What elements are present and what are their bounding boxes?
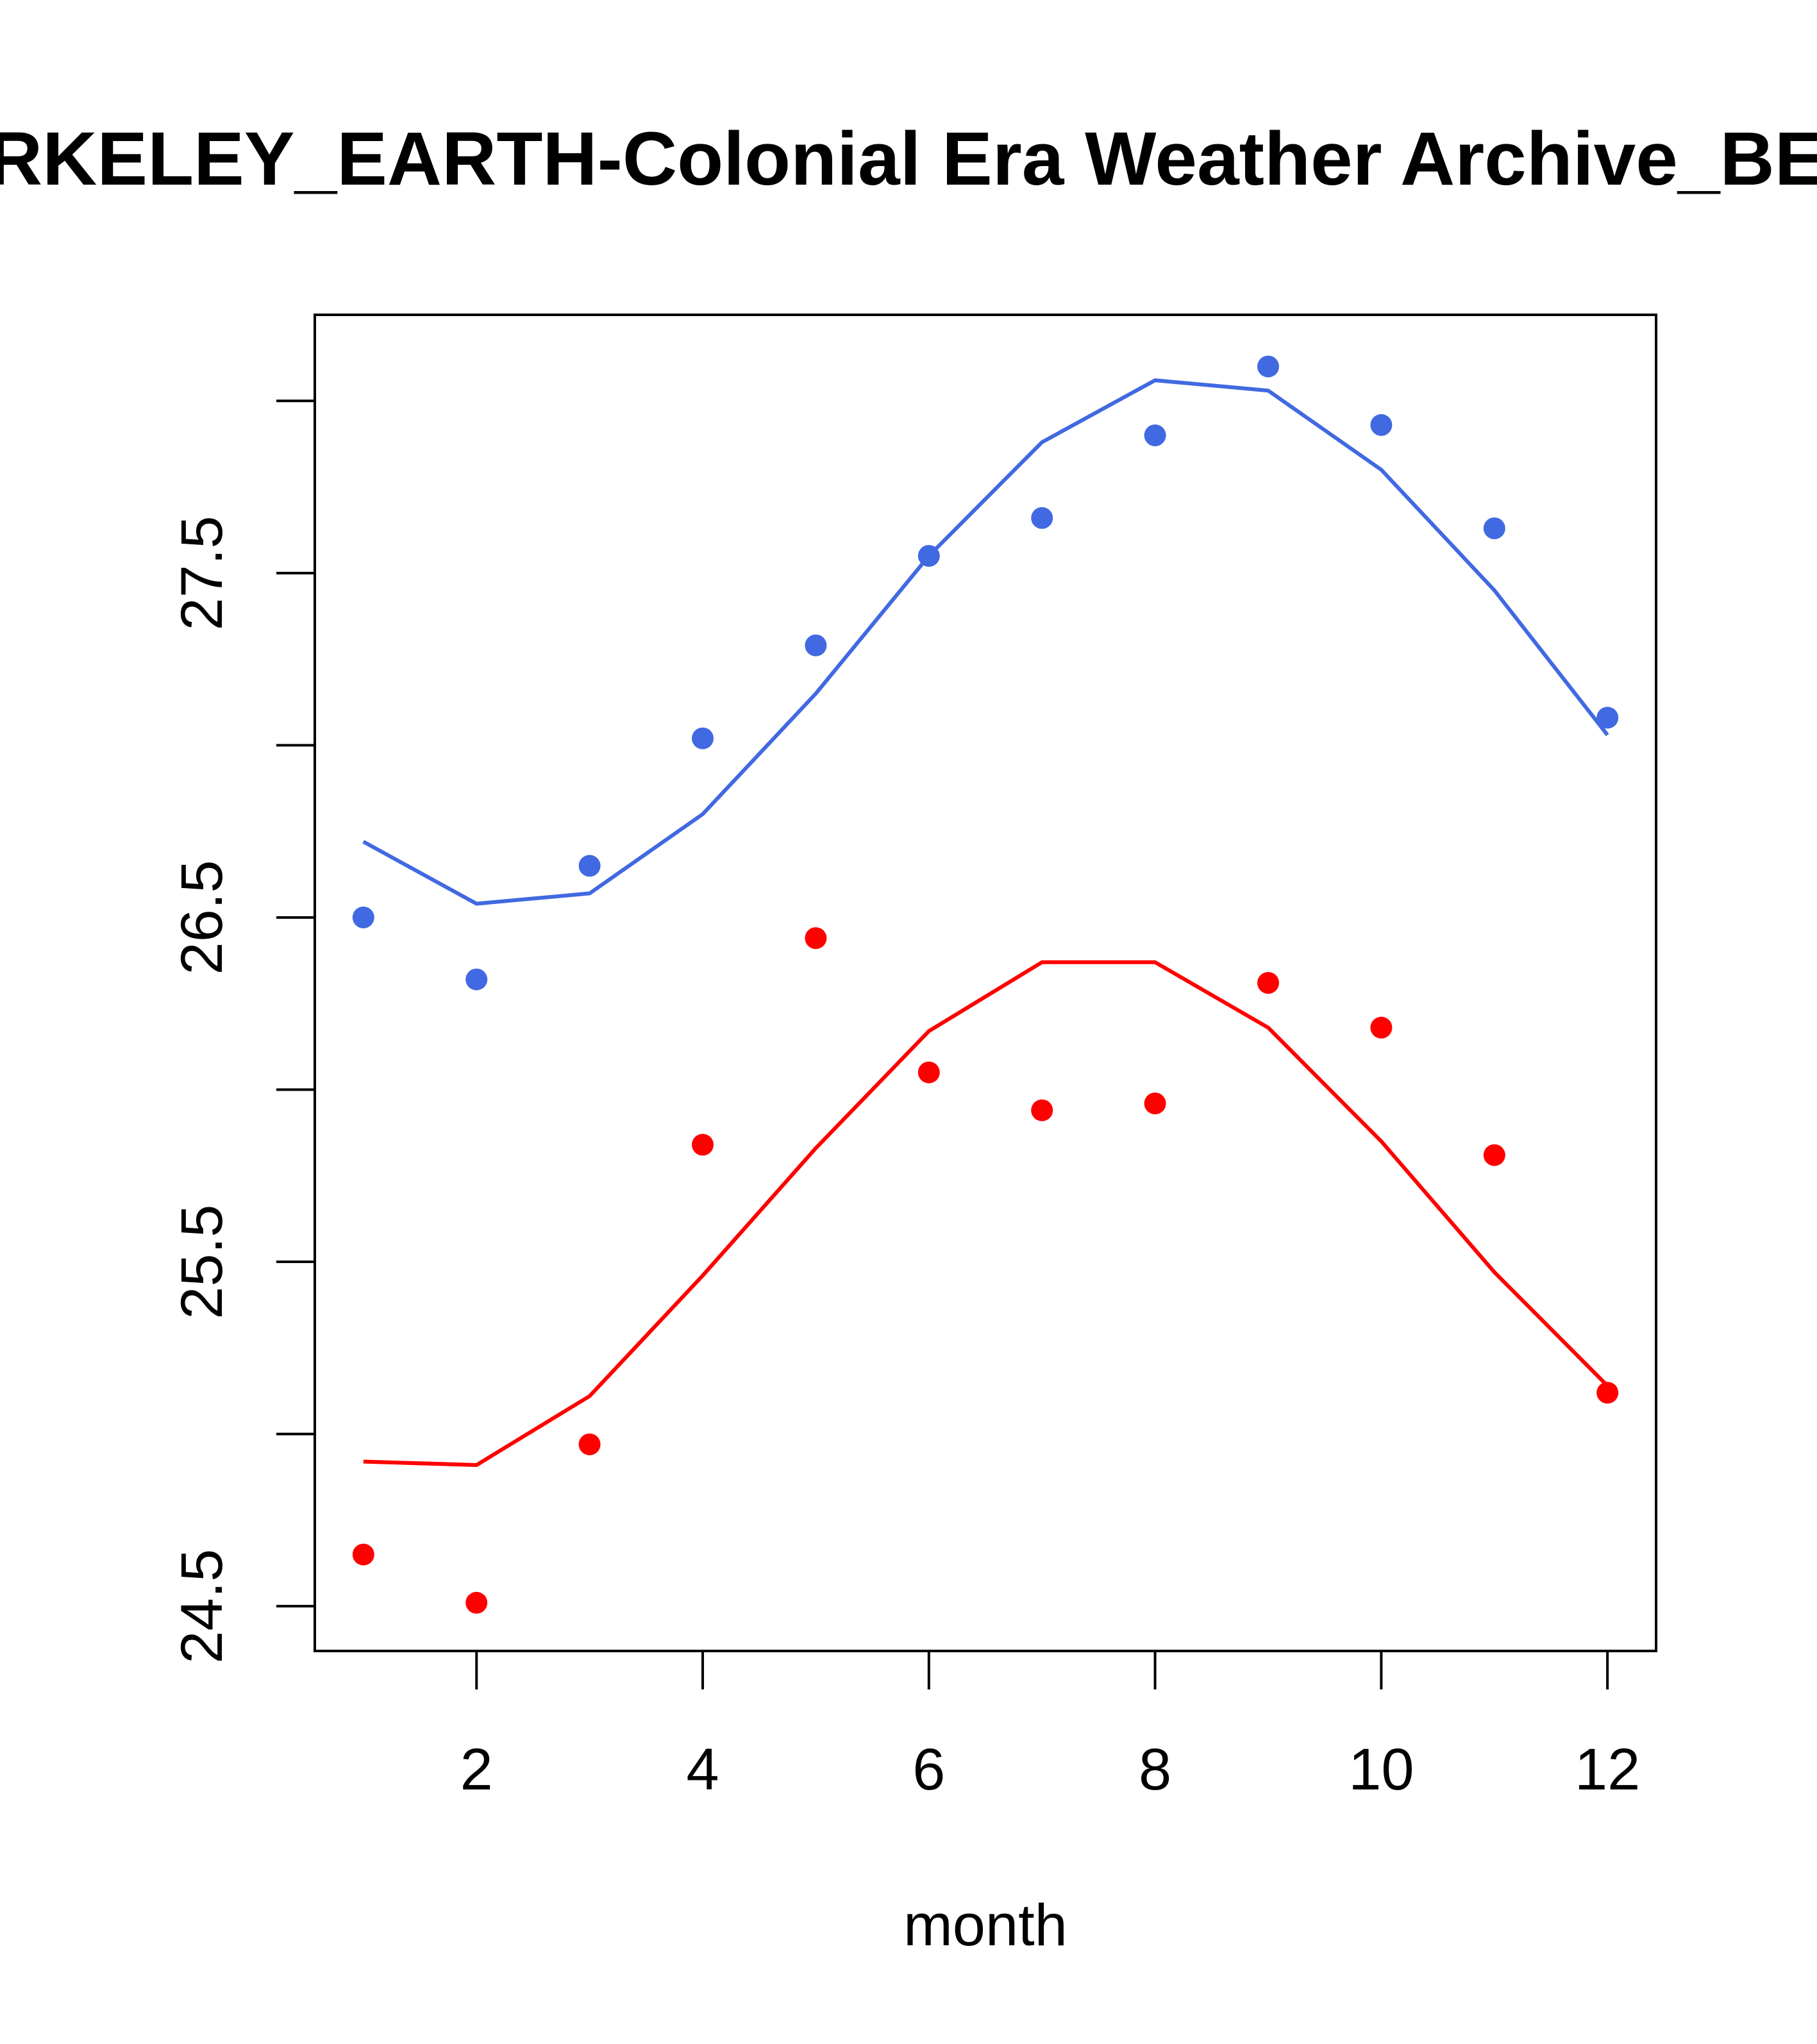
series-1-point xyxy=(1370,414,1393,436)
x-tick-label: 10 xyxy=(1348,1737,1414,1802)
series-2-point xyxy=(578,1433,601,1455)
series-2-point xyxy=(352,1543,374,1566)
x-tick-label: 6 xyxy=(912,1737,945,1802)
x-axis: 2 4 6 8 10 12 xyxy=(460,1650,1640,1802)
x-axis-label: month xyxy=(903,1893,1068,1958)
series-1-line xyxy=(362,378,1609,906)
series-1-point xyxy=(578,855,601,877)
series-1-point xyxy=(692,727,714,750)
series-1-point xyxy=(917,545,940,567)
series-2-point xyxy=(1596,1382,1619,1404)
series-1-point xyxy=(1144,424,1166,446)
series-2-point xyxy=(1370,1016,1393,1039)
series-1-point xyxy=(1483,517,1505,539)
chart-title: BERKELEY_EARTH-Colonial Era Weather Arch… xyxy=(0,117,1817,201)
series-2-point xyxy=(692,1134,714,1156)
plot-frame xyxy=(314,314,1657,1652)
y-tick-label: 27.5 xyxy=(169,515,235,630)
x-tick-label: 2 xyxy=(460,1737,493,1802)
y-tick-label: 24.5 xyxy=(169,1549,235,1664)
series-1-point xyxy=(805,634,827,657)
series-1-point xyxy=(1031,507,1053,529)
y-axis: 24.5 25.5 26.5 27.5 xyxy=(169,399,316,1664)
series-2-point xyxy=(1144,1093,1166,1114)
series-2-point xyxy=(465,1591,488,1614)
series-1-point xyxy=(352,906,374,928)
series-2-point xyxy=(1257,972,1279,994)
x-tick-label: 8 xyxy=(1139,1737,1171,1802)
y-tick-label: 25.5 xyxy=(169,1205,235,1319)
series-1-point xyxy=(465,968,488,991)
series-1-point xyxy=(1596,707,1619,729)
y-tick-label: 26.5 xyxy=(169,860,235,975)
x-tick-label: 12 xyxy=(1575,1737,1640,1802)
series-2-point xyxy=(1031,1099,1053,1121)
plot-area xyxy=(352,355,1619,1614)
series-2-point xyxy=(917,1061,940,1084)
series-2-point xyxy=(1483,1144,1505,1166)
series-2-point xyxy=(805,927,827,950)
series-2-line xyxy=(363,960,1609,1467)
x-tick-label: 4 xyxy=(686,1737,719,1802)
series-1-point xyxy=(1257,355,1279,378)
